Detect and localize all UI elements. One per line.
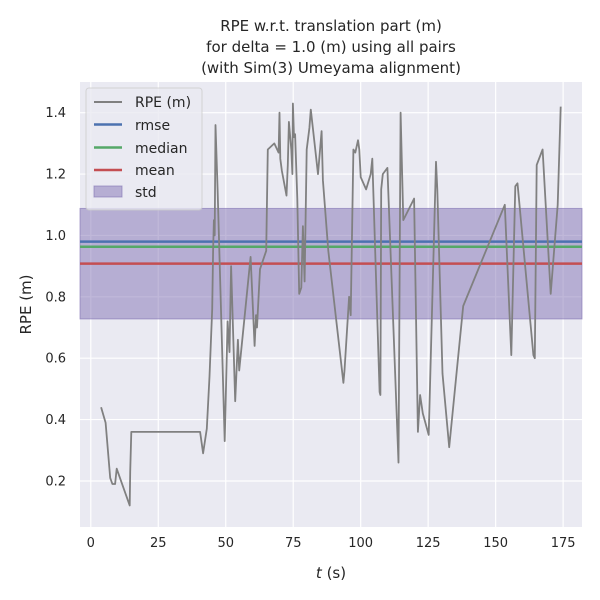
grid [80,82,582,527]
legend: RPE (m) rmse median mean std [85,87,203,211]
y-tick-label: 1.4 [45,106,66,121]
y-tick-label: 0.4 [45,413,66,428]
rpe-series-line [100,102,562,507]
x-axis-label-var: t [316,564,323,582]
chart-title-line-3: (with Sim(3) Umeyama alignment) [201,59,461,77]
x-axis-label-unit: (s) [322,564,346,582]
legend-label-rpe: RPE (m) [135,95,191,111]
y-tick-label: 1.0 [45,229,66,244]
chart-title-line-1: RPE w.r.t. translation part (m) [220,17,442,35]
x-tick-label: 150 [483,536,508,551]
y-tick-label: 0.6 [45,352,66,367]
x-tick-label: 0 [87,536,95,551]
legend-label-median: median [135,141,187,157]
legend-label-rmse: rmse [135,118,170,134]
x-axis-label: t (s) [316,564,346,582]
series-layer [100,102,562,507]
y-tick-label: 0.2 [45,474,66,489]
legend-label-mean: mean [135,163,175,179]
y-tick-label: 0.8 [45,290,66,305]
x-tick-label: 175 [551,536,576,551]
y-axis-label: RPE (m) [17,274,35,334]
legend-label-std: std [135,185,157,201]
x-tick-label: 75 [285,536,302,551]
x-tick-label: 25 [150,536,167,551]
x-tick-label: 50 [217,536,234,551]
chart-title-line-2: for delta = 1.0 (m) using all pairs [206,38,456,56]
legend-swatch-std [93,185,123,198]
stat-lines-layer [80,240,582,265]
legend-box [85,87,203,211]
y-tick-label: 1.2 [45,168,66,183]
tick-labels: 0 25 50 75 100 125 150 175 0.2 0.4 0.6 0.8 1.0 1.2 1.4 [45,106,575,551]
x-tick-label: 125 [416,536,441,551]
x-tick-label: 100 [348,536,373,551]
